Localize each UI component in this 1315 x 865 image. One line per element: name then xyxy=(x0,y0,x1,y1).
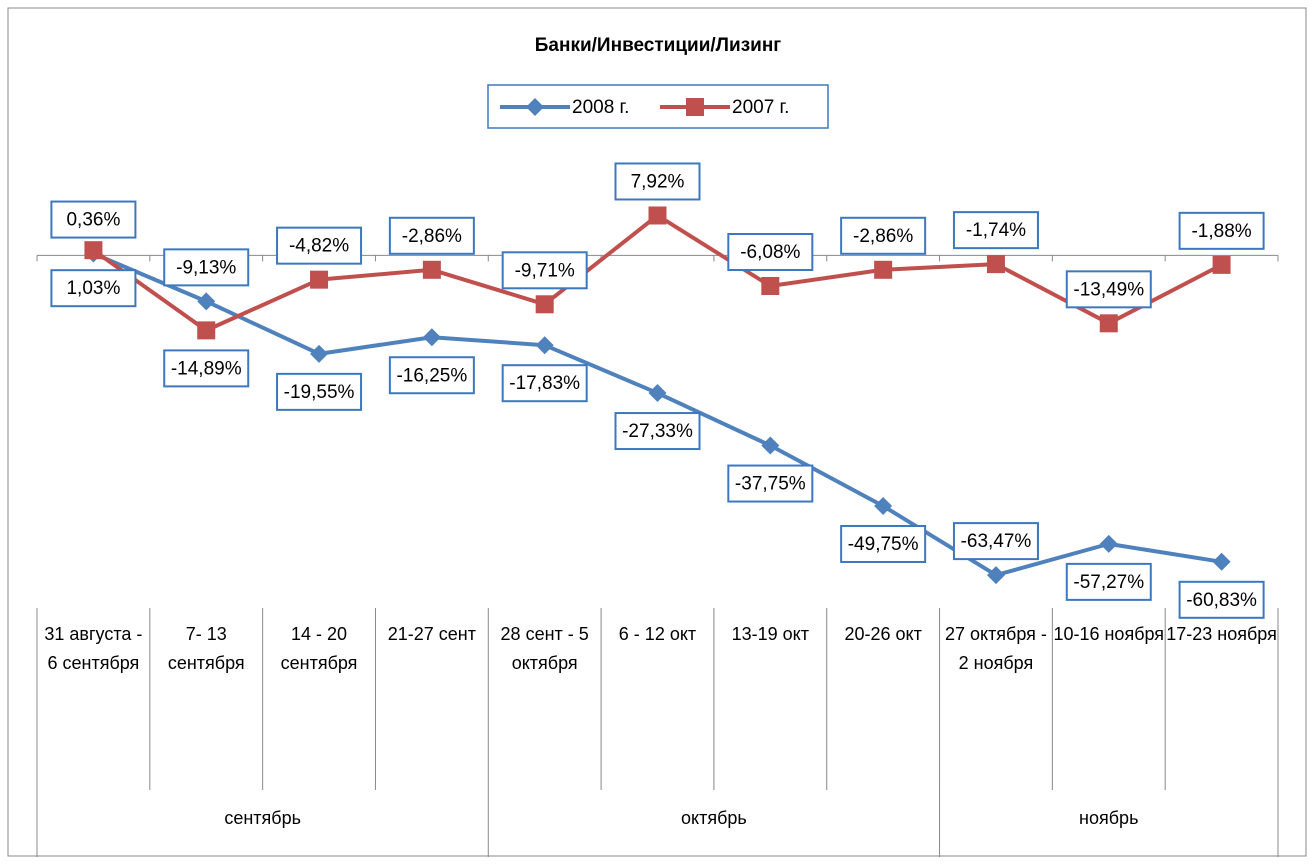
x-tick-label: 10-16 ноября xyxy=(1053,624,1165,644)
x-tick-label: 21-27 сент xyxy=(387,624,476,644)
data-label-box xyxy=(1178,211,1265,250)
data-label-box xyxy=(501,364,588,403)
marker xyxy=(535,295,554,314)
x-tick-label: 20-26 окт xyxy=(844,624,922,644)
data-label: 1,03% xyxy=(66,278,120,299)
group-label: октябрь xyxy=(681,808,747,828)
legend-marker xyxy=(686,98,704,116)
data-label-box xyxy=(1065,562,1152,601)
x-tick-label: 14 - 20 сентября xyxy=(280,624,358,673)
marker xyxy=(648,206,667,225)
marker xyxy=(535,336,554,355)
data-label: -9,13% xyxy=(176,257,236,278)
data-label-box xyxy=(50,269,137,308)
marker xyxy=(1099,314,1118,333)
data-label: -2,86% xyxy=(402,226,462,247)
data-label: -60,83% xyxy=(1186,590,1257,611)
marker xyxy=(310,344,329,363)
marker xyxy=(986,255,1005,274)
data-label-box xyxy=(163,349,250,388)
marker xyxy=(874,496,893,515)
marker xyxy=(874,260,893,279)
marker xyxy=(761,436,780,455)
data-label-box xyxy=(840,524,927,563)
data-label: -2,86% xyxy=(853,226,913,247)
data-label: -17,83% xyxy=(509,373,580,394)
marker xyxy=(197,321,216,340)
data-label-box xyxy=(388,216,475,255)
data-label-box xyxy=(50,200,137,239)
marker xyxy=(1099,534,1118,553)
marker xyxy=(84,241,103,260)
marker xyxy=(422,328,441,347)
data-label: 0,36% xyxy=(66,210,120,231)
data-label: -49,75% xyxy=(848,534,919,555)
marker xyxy=(761,277,780,296)
marker xyxy=(1212,552,1231,571)
data-label: -37,75% xyxy=(735,474,806,495)
data-label: -27,33% xyxy=(622,421,693,442)
data-label-box xyxy=(388,356,475,395)
marker xyxy=(310,270,329,289)
x-tick-label: 27 октября - 2 ноября xyxy=(944,624,1047,673)
data-label-box xyxy=(614,162,701,201)
x-tick-label: 17-23 ноября xyxy=(1166,624,1277,644)
data-label-box xyxy=(952,522,1039,561)
data-label-box xyxy=(276,372,363,411)
marker xyxy=(1212,255,1231,274)
data-label: -57,27% xyxy=(1073,572,1144,593)
legend-label: 2008 г. xyxy=(572,97,629,118)
data-label: -1,74% xyxy=(966,220,1026,241)
data-label-box xyxy=(952,211,1039,250)
marker xyxy=(648,384,667,403)
group-label: сентябрь xyxy=(224,808,301,828)
data-label: -9,71% xyxy=(515,260,575,281)
chart-title: Банки/Инвестиции/Лизинг xyxy=(535,35,782,56)
legend-label: 2007 г. xyxy=(732,97,789,118)
data-label-box xyxy=(276,226,363,265)
data-label: -6,08% xyxy=(740,242,800,263)
marker xyxy=(197,292,216,311)
marker xyxy=(422,260,441,279)
data-label-box xyxy=(501,251,588,290)
data-label: -1,88% xyxy=(1191,221,1251,242)
data-label-box xyxy=(614,412,701,451)
marker xyxy=(986,566,1005,585)
group-label: ноябрь xyxy=(1079,808,1139,828)
x-tick-label: 31 августа - 6 сентября xyxy=(44,624,143,673)
data-label: -16,25% xyxy=(396,365,467,386)
legend-marker xyxy=(526,98,544,116)
data-label-box xyxy=(727,233,814,272)
x-tick-label: 13-19 окт xyxy=(731,624,809,644)
data-label-box xyxy=(840,216,927,255)
data-label: -63,47% xyxy=(961,531,1032,552)
data-label-box xyxy=(727,464,814,503)
x-tick-label: 6 - 12 окт xyxy=(618,624,697,644)
data-label-box xyxy=(1065,270,1152,309)
x-tick-label: 7- 13 сентября xyxy=(167,624,245,673)
x-tick-label: 28 сент - 5 октября xyxy=(500,624,589,673)
data-label-box xyxy=(163,248,250,287)
data-label: -14,89% xyxy=(171,358,242,379)
data-label: -4,82% xyxy=(289,236,349,257)
data-label: -13,49% xyxy=(1073,279,1144,300)
data-label: 7,92% xyxy=(631,171,685,192)
data-label: -19,55% xyxy=(284,382,355,403)
data-label-box xyxy=(1178,580,1265,619)
